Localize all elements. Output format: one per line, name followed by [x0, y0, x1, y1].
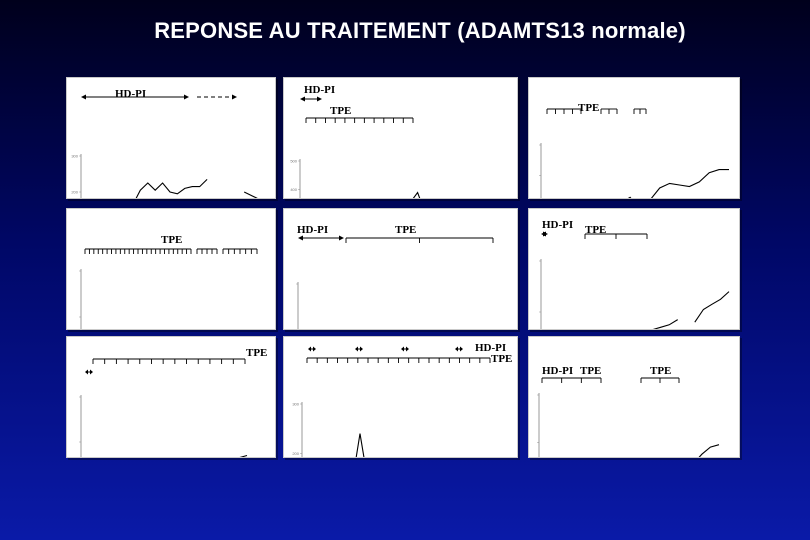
- treatment-label: HD-PI: [297, 224, 328, 236]
- short-arrow: [308, 346, 316, 352]
- treatment-label: TPE: [580, 365, 601, 377]
- series-line: [698, 444, 720, 457]
- chart-panel-7: TPE: [66, 336, 276, 458]
- chart-panel-6: HD-PI TPE: [528, 208, 740, 330]
- series-line: [627, 169, 729, 198]
- y-tick-label: 300: [71, 154, 78, 159]
- y-tick-label: 200: [71, 190, 78, 195]
- slide-title: REPONSE AU TRAITEMENT (ADAMTS13 normale): [154, 18, 686, 43]
- chart-svg: TPE: [539, 102, 729, 198]
- arrow-head-right: [543, 231, 548, 237]
- series-line: [694, 291, 730, 323]
- treatment-label: TPE: [246, 347, 267, 359]
- arrow-head-left: [300, 96, 305, 102]
- treatment-label: TPE: [161, 234, 182, 246]
- treatment-label: TPE: [395, 224, 416, 236]
- treatment-label: HD-PI: [542, 365, 573, 377]
- short-arrow: [355, 346, 363, 352]
- treatment-label: TPE: [330, 105, 351, 117]
- chart-svg: TPE: [79, 347, 267, 457]
- chart-panel-9: HD-PI TPE TPE: [528, 336, 740, 458]
- series-line: [355, 433, 365, 457]
- treatment-label: HD-PI: [542, 219, 573, 231]
- treatment-label: HD-PI: [115, 88, 146, 100]
- arrow-head-left: [298, 235, 303, 241]
- chart-svg: HD-PI TPE: [296, 224, 494, 329]
- treatment-label: TPE: [650, 365, 671, 377]
- arrow-head-left: [81, 94, 86, 100]
- chart-panel-1: 300200100HD-PI: [66, 77, 276, 199]
- series-line: [412, 191, 421, 198]
- chart-svg: 300200100HD-PI: [71, 88, 258, 198]
- series-line: [239, 454, 248, 457]
- y-tick-label: 400: [290, 187, 297, 192]
- series-line: [243, 191, 258, 198]
- chart-panel-3: TPE: [528, 77, 740, 199]
- short-arrow: [85, 369, 93, 375]
- treatment-label: TPE: [491, 353, 512, 365]
- chart-panel-4: TPE: [66, 208, 276, 330]
- arrow-head-right: [184, 94, 189, 100]
- arrow-head-right: [317, 96, 322, 102]
- treatment-label: TPE: [578, 102, 599, 114]
- short-arrow: [401, 346, 409, 352]
- series-line: [652, 319, 678, 329]
- chart-svg: HD-PI TPE TPE: [537, 365, 720, 457]
- chart-svg: HD-PI TPE: [539, 219, 730, 329]
- y-tick-label: 300: [292, 402, 299, 407]
- arrow-head-right: [232, 94, 237, 100]
- series-line: [135, 179, 208, 198]
- chart-panel-5: HD-PI TPE: [283, 208, 518, 330]
- chart-svg: TPE: [79, 234, 258, 329]
- y-tick-label: 500: [290, 159, 297, 164]
- treatment-label: TPE: [585, 224, 606, 236]
- short-arrow: [455, 346, 463, 352]
- arrow-head-right: [339, 235, 344, 241]
- treatment-label: HD-PI: [304, 84, 335, 96]
- y-tick-label: 200: [292, 451, 299, 456]
- treatment-label: HD-PI: [475, 342, 506, 354]
